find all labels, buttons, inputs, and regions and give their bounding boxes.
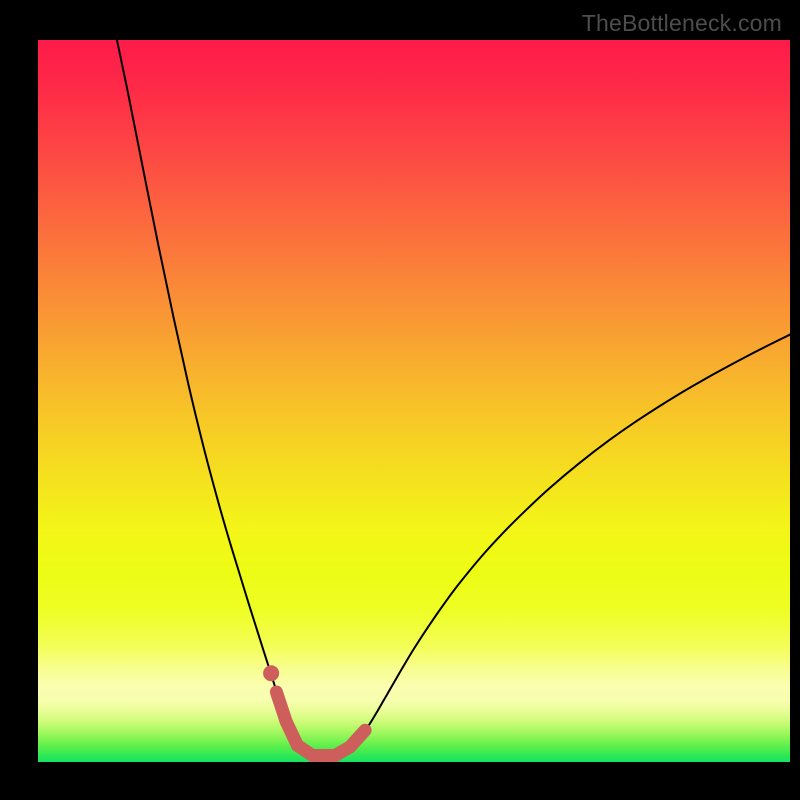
highlight-marker <box>263 665 279 681</box>
bottleneck-curve <box>117 40 790 758</box>
highlight-overlay <box>263 665 365 755</box>
plot-area <box>38 40 790 762</box>
chart-frame <box>0 32 800 800</box>
curve-layer <box>38 40 790 762</box>
highlight-segment <box>350 730 365 747</box>
chart-container: TheBottleneck.com <box>0 0 800 800</box>
